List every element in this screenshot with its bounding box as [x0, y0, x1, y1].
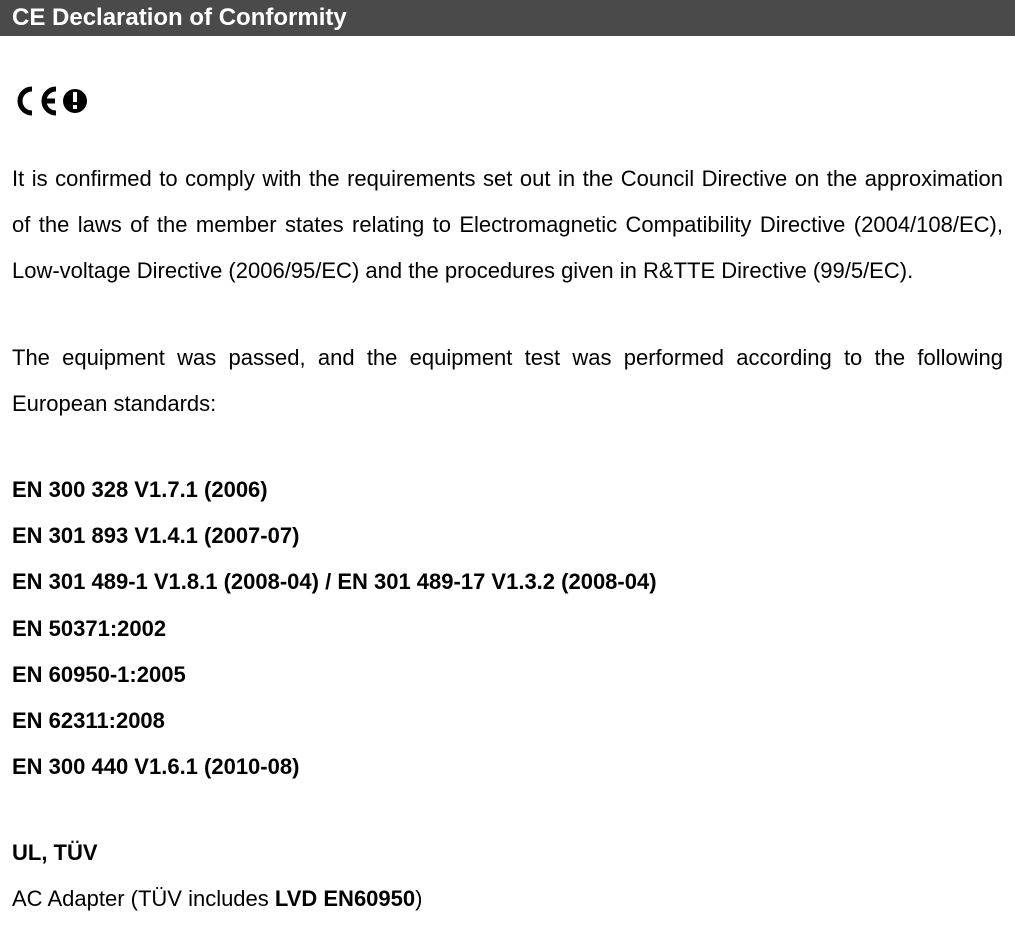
standard-item: EN 50371:2002 [12, 606, 1003, 652]
paragraph-2: The equipment was passed, and the equipm… [12, 335, 1003, 427]
ul-line-prefix: AC Adapter (TÜV includes [12, 886, 275, 911]
ce-mark-icon [12, 86, 1015, 116]
standard-item: EN 300 328 V1.7.1 (2006) [12, 467, 1003, 513]
standard-item: EN 301 893 V1.4.1 (2007-07) [12, 513, 1003, 559]
ul-line-bold: LVD EN60950 [275, 886, 415, 911]
header-title: CE Declaration of Conformity [12, 4, 347, 31]
ul-adapter-line: AC Adapter (TÜV includes LVD EN60950) [12, 876, 1003, 922]
standard-item: EN 300 440 V1.6.1 (2010-08) [12, 744, 1003, 790]
header-bar: CE Declaration of Conformity [0, 0, 1015, 36]
standard-item: EN 301 489-1 V1.8.1 (2008-04) / EN 301 4… [12, 559, 1003, 605]
ul-title: UL, TÜV [12, 830, 1003, 876]
paragraph-1: It is confirmed to comply with the requi… [12, 156, 1003, 295]
standards-list: EN 300 328 V1.7.1 (2006) EN 301 893 V1.4… [12, 467, 1003, 790]
standard-item: EN 62311:2008 [12, 698, 1003, 744]
ul-line-suffix: ) [415, 886, 422, 911]
ul-section: UL, TÜV AC Adapter (TÜV includes LVD EN6… [12, 830, 1003, 922]
standard-item: EN 60950-1:2005 [12, 652, 1003, 698]
